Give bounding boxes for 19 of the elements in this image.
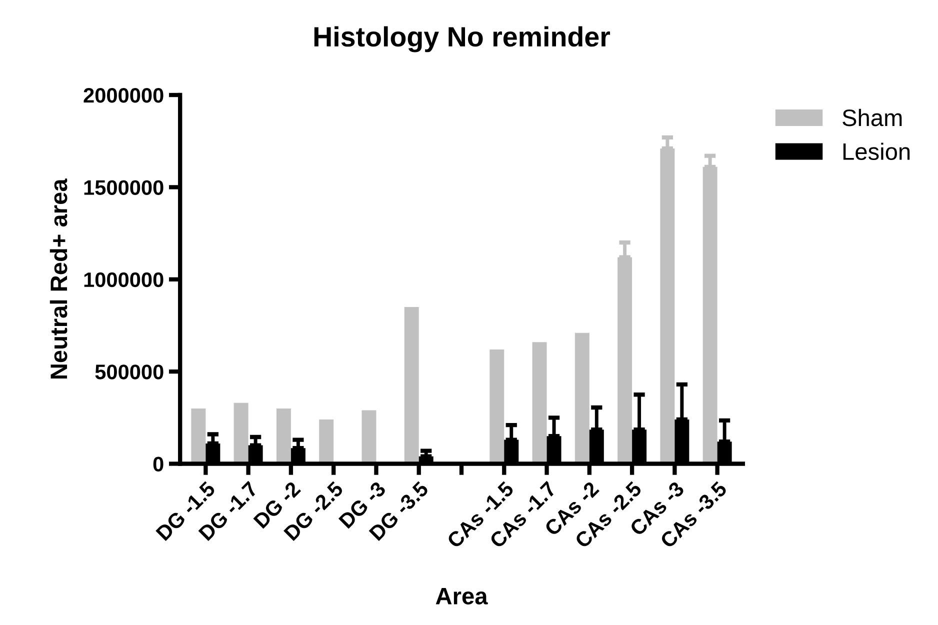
y-tick-label: 2000000 <box>84 88 164 103</box>
x-axis-title: Area <box>436 588 488 604</box>
legend-label: Lesion <box>843 142 910 160</box>
y-tick-label: 500000 <box>95 364 164 380</box>
y-tick-label: 1500000 <box>84 180 164 195</box>
legend-label: Sham <box>842 108 902 126</box>
bar <box>532 342 547 464</box>
bar <box>234 402 248 464</box>
bar <box>276 408 291 464</box>
chart-title: Histology No reminder <box>314 26 610 52</box>
bar <box>362 410 376 464</box>
y-axis-title: Neutral Red+ area <box>50 178 68 379</box>
y-tick-label: 0 <box>153 456 164 472</box>
bar <box>574 332 590 464</box>
bar <box>490 349 504 464</box>
bar <box>319 420 334 464</box>
bar <box>191 408 206 464</box>
y-tick-label: 1000000 <box>84 272 164 288</box>
bar <box>404 307 419 464</box>
